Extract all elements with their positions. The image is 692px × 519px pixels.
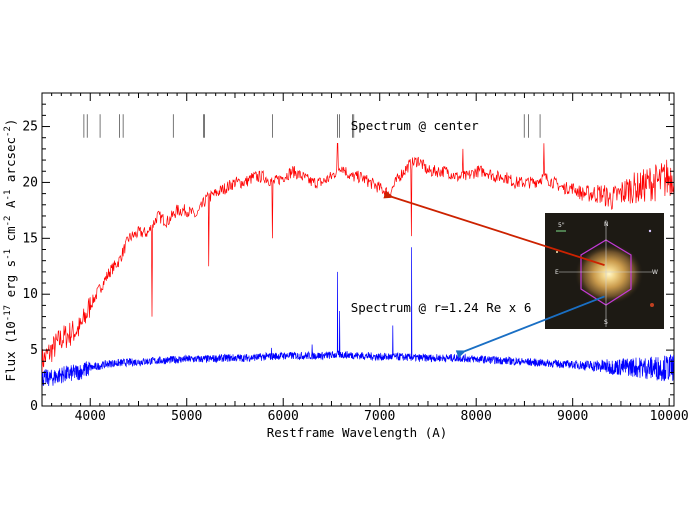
x-tick-label: 7000	[364, 409, 395, 424]
spectral-line-markers	[83, 114, 541, 138]
compass-south: S	[604, 319, 608, 326]
scale-bar-label: 5"	[558, 222, 565, 229]
series-outer-spectrum	[42, 247, 674, 387]
series-line	[42, 142, 674, 375]
x-axis-label: Restframe Wavelength (A)	[267, 425, 448, 440]
y-tick-label: 5	[30, 343, 38, 358]
x-tick-label: 6000	[268, 409, 299, 424]
y-tick-label: 0	[30, 399, 38, 414]
x-tick-label: 5000	[171, 409, 202, 424]
galaxy-inset: N S E W 5"	[545, 213, 664, 329]
pointer-arrow	[455, 295, 605, 358]
y-axis: 0 5 10 15 20 25	[22, 103, 674, 414]
series-center-spectrum	[42, 142, 674, 375]
annotation-label: Spectrum @ r=1.24 Re x 6	[351, 300, 532, 315]
y-tick-label: 10	[22, 287, 38, 302]
compass-north: N	[604, 221, 609, 228]
pointer-arrow	[383, 190, 605, 267]
series-line	[42, 247, 674, 387]
x-tick-label: 8000	[461, 409, 492, 424]
y-tick-label: 25	[22, 120, 38, 135]
arrows	[383, 190, 605, 358]
x-axis: 4000 5000 6000 7000 8000 9000 10000	[41, 93, 689, 424]
star-icon	[650, 303, 654, 307]
x-tick-label: 10000	[650, 409, 689, 424]
y-tick-label: 20	[22, 175, 38, 190]
compass-west: W	[652, 269, 658, 276]
annotation-label: Spectrum @ center	[351, 118, 479, 133]
y-tick-label: 15	[22, 231, 38, 246]
annotations: Spectrum @ center Spectrum @ r=1.24 Re x …	[351, 118, 532, 315]
compass-east: E	[555, 269, 559, 276]
x-tick-label: 9000	[557, 409, 588, 424]
x-tick-label: 4000	[75, 409, 106, 424]
y-axis-label: Flux (10-17 erg s-1 cm-2 A-1 arcsec-2)	[3, 119, 18, 382]
galaxy-icon	[575, 244, 643, 304]
